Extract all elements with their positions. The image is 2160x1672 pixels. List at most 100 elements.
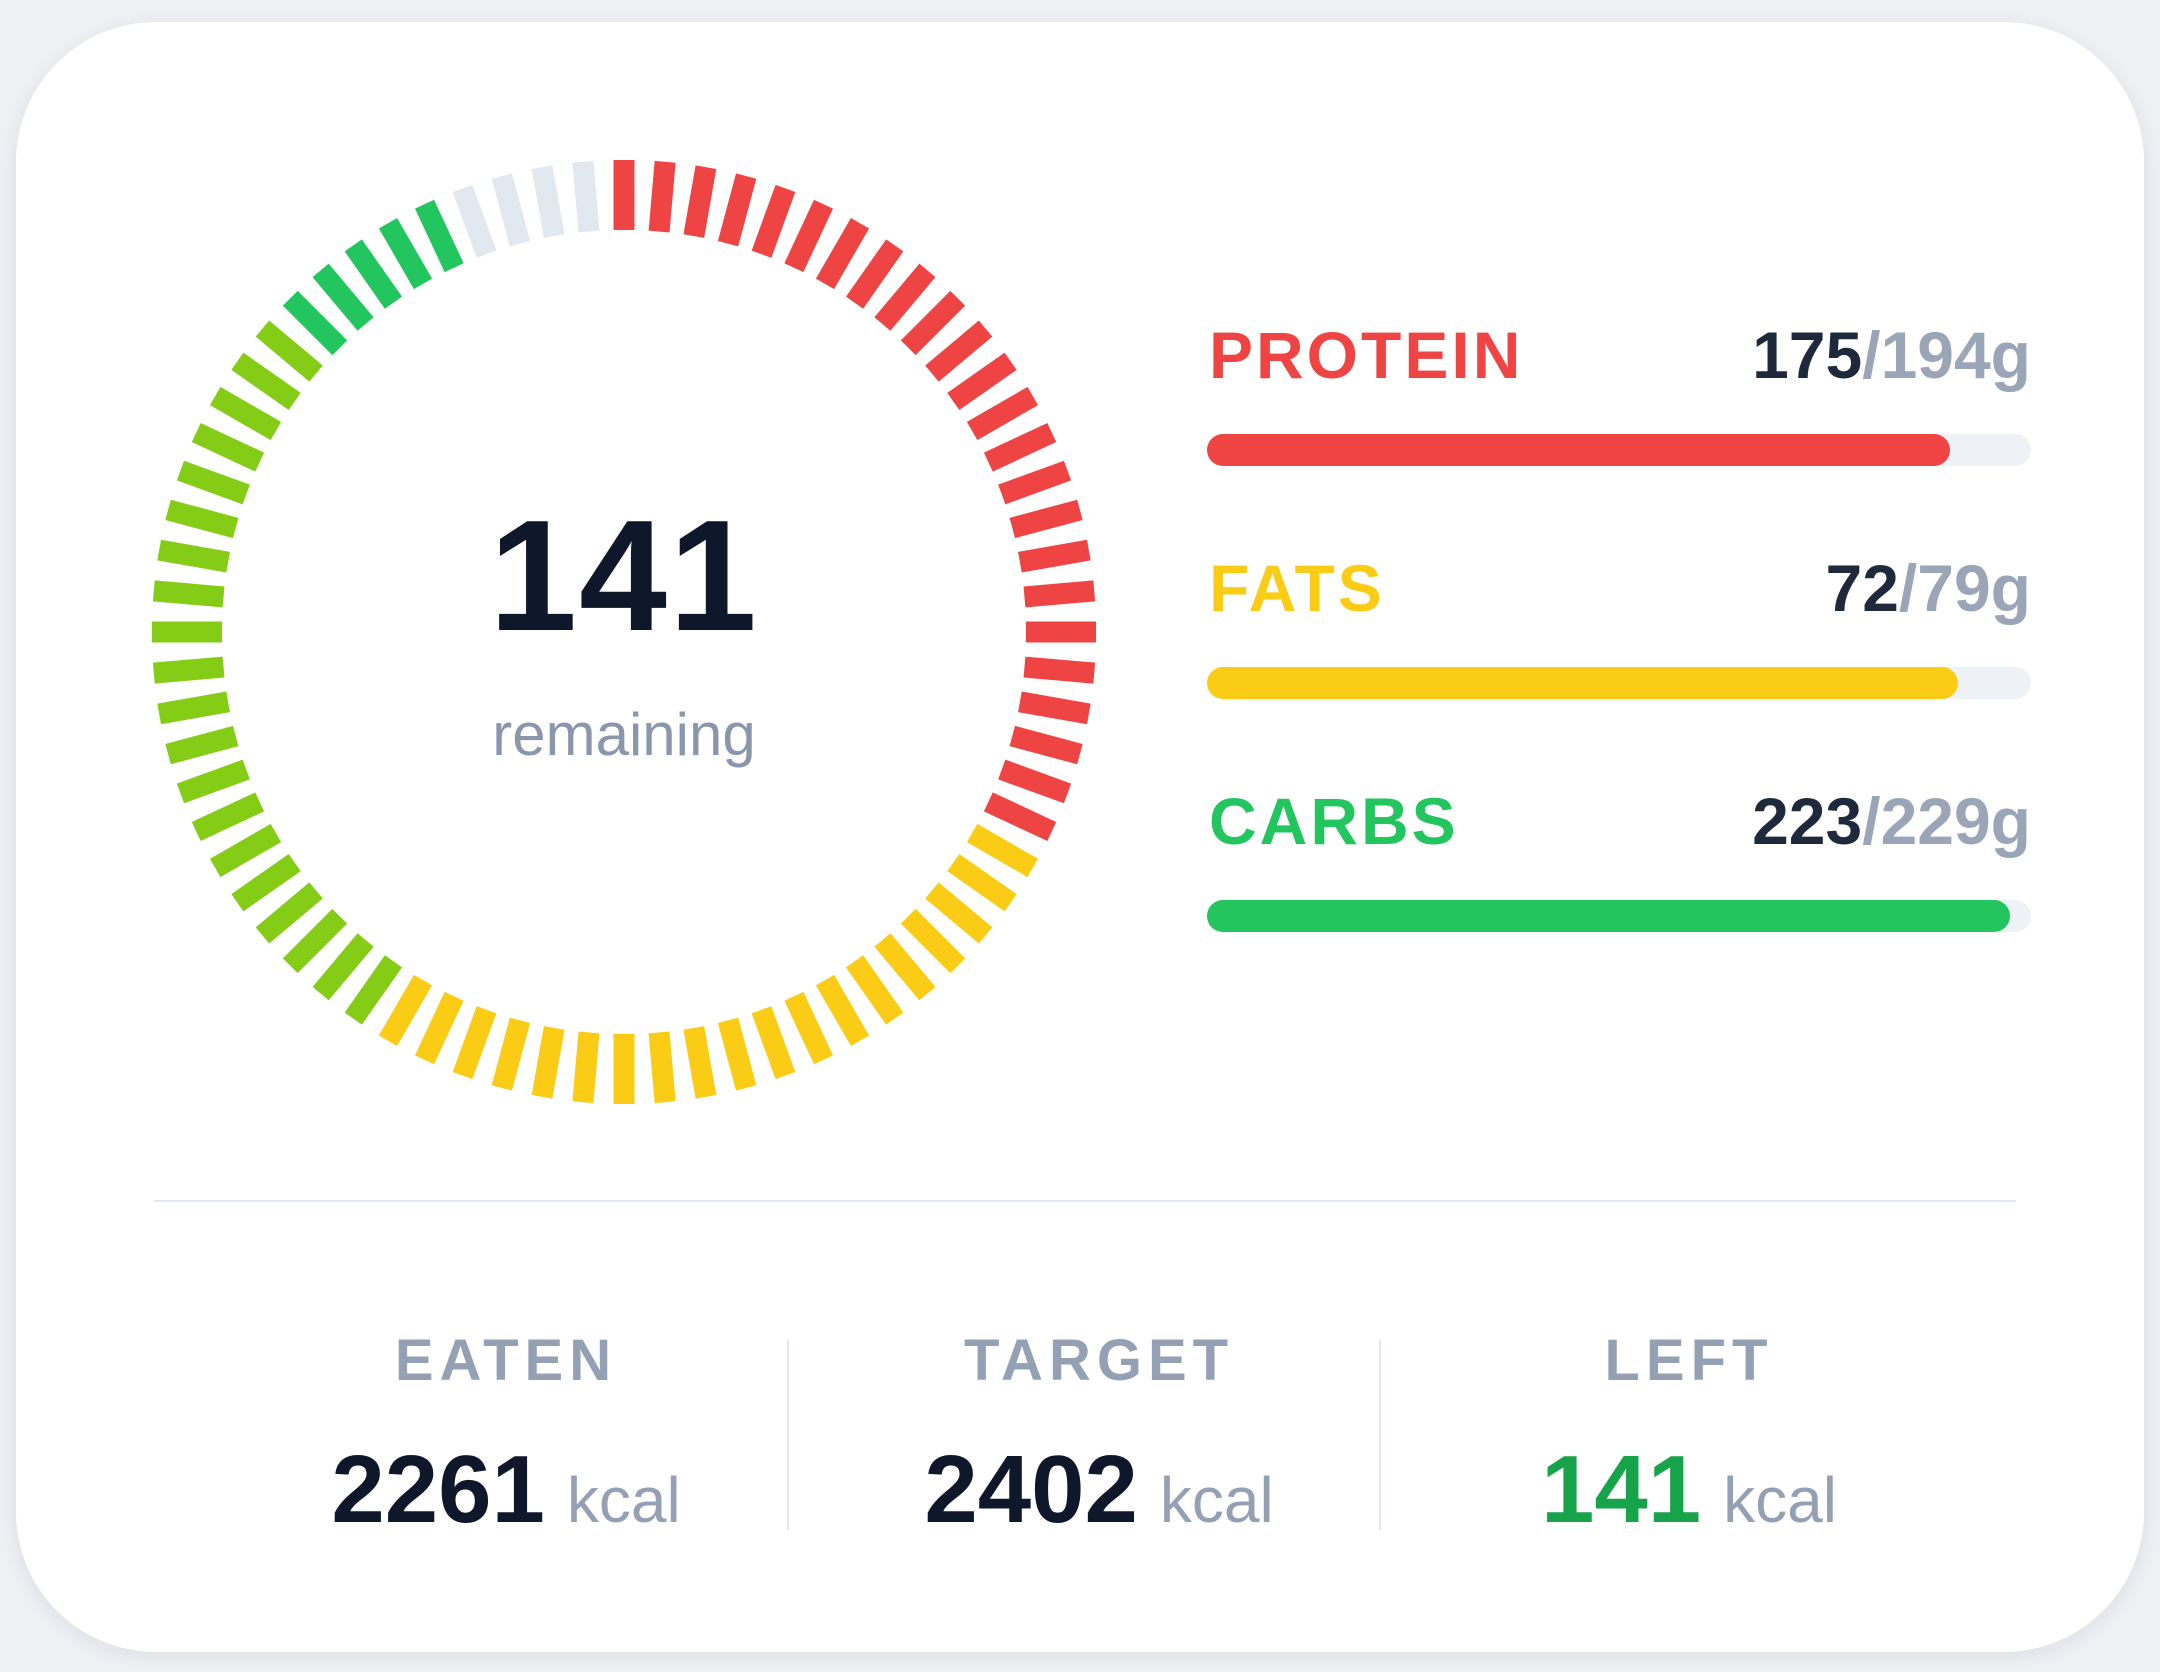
stat-target: TARGET 2402 kcal [804, 1322, 1394, 1542]
ring-segment [152, 656, 225, 684]
macro-protein-separator: / [1862, 318, 1881, 392]
stat-left-number: 141 [1541, 1436, 1702, 1543]
ring-segment [966, 823, 1039, 878]
macro-protein-total: 194g [1880, 318, 2031, 392]
ring-segment [415, 991, 464, 1065]
macro-protein-progress-fill [1207, 434, 1951, 466]
macro-list: PROTEIN 175/194g FATS 72/79g CARBS 223/2… [1193, 322, 2031, 1021]
stat-left: LEFT 141 kcal [1394, 1322, 1984, 1542]
macro-protein: PROTEIN 175/194g [1193, 322, 2031, 555]
ring-segment [282, 290, 348, 356]
ring-segment [815, 974, 870, 1047]
macro-fats: FATS 72/79g [1193, 555, 2031, 788]
ring-segment [378, 217, 433, 290]
ring-segment [255, 882, 323, 944]
ring-segment [648, 160, 676, 233]
macro-protein-amount: 175/194g [1752, 322, 2031, 388]
macro-protein-progress-track [1207, 434, 2031, 466]
ring-segment [784, 991, 833, 1065]
ring-segment [572, 160, 600, 233]
stat-divider-2 [1379, 1340, 1381, 1530]
macro-carbs: CARBS 223/229g [1193, 788, 2031, 1021]
macro-fats-name: FATS [1209, 551, 1385, 625]
ring-segment [491, 173, 531, 247]
ring-segment [998, 759, 1072, 804]
macro-fats-separator: / [1898, 551, 1918, 625]
stat-eaten-number: 2261 [331, 1436, 545, 1543]
macro-carbs-amount: 223/229g [1752, 788, 2031, 854]
stat-left-value: 141 kcal [1394, 1442, 1984, 1538]
calorie-stats: EATEN 2261 kcal TARGET 2402 kcal LEFT 141 k… [16, 1322, 2144, 1542]
ring-segment [344, 955, 403, 1025]
ring-segment [900, 908, 966, 974]
ring-segment [176, 460, 250, 505]
ring-segment [983, 792, 1057, 841]
ring-segment [717, 173, 757, 247]
macro-fats-amount: 72/79g [1826, 555, 2032, 621]
ring-segment [925, 320, 993, 382]
ring-segment [572, 1031, 600, 1104]
ring-segment [1009, 725, 1083, 765]
macro-carbs-eaten: 223 [1752, 784, 1863, 858]
macro-protein-name: PROTEIN [1209, 318, 1524, 392]
ring-segment [209, 386, 282, 441]
macro-fats-total: 79g [1917, 551, 2031, 625]
macro-carbs-name: CARBS [1209, 784, 1459, 858]
macro-fats-progress-fill [1207, 667, 1958, 699]
stat-left-label: LEFT [1604, 1328, 1774, 1393]
remaining-calories-value: 141 [489, 488, 759, 664]
stat-target-number: 2402 [924, 1436, 1138, 1543]
ring-segment [452, 1006, 497, 1080]
ring-segment [378, 974, 433, 1047]
macro-fats-eaten: 72 [1825, 551, 1899, 625]
ring-segment [191, 792, 265, 841]
ring-segment [255, 320, 323, 382]
ring-segment [209, 823, 282, 878]
ring-segment [751, 184, 796, 258]
calorie-ring-graphic [152, 160, 1096, 1104]
ring-segment [157, 539, 230, 573]
ring-segment [531, 1026, 565, 1099]
ring-segment [176, 759, 250, 804]
calorie-summary-card: 141 remaining PROTEIN 175/194g FATS 72/7… [16, 22, 2144, 1652]
remaining-calories-label: remaining [492, 701, 756, 768]
ring-segment [344, 239, 403, 309]
stat-target-value: 2402 kcal [804, 1442, 1394, 1538]
ring-segment [231, 853, 301, 912]
macro-carbs-separator: / [1862, 784, 1881, 858]
ring-segment [165, 725, 239, 765]
macro-carbs-progress-track [1207, 900, 2031, 932]
ring-segment [683, 1026, 717, 1099]
stat-left-unit: kcal [1723, 1464, 1837, 1536]
ring-segment [1009, 499, 1083, 539]
ring-segment [415, 199, 464, 273]
macro-carbs-total: 229g [1880, 784, 2031, 858]
ring-segment [491, 1017, 531, 1091]
ring-segment [452, 184, 497, 258]
ring-segment [531, 165, 565, 238]
stat-target-label: TARGET [963, 1328, 1235, 1393]
ring-segment [947, 853, 1017, 912]
ring-segment [998, 460, 1072, 505]
macro-fats-progress-track [1207, 667, 2031, 699]
ring-segment [874, 263, 936, 331]
ring-segment [717, 1017, 757, 1091]
ring-segment [845, 955, 904, 1025]
ring-segment [157, 691, 230, 725]
ring-segment [312, 933, 374, 1001]
ring-segment [152, 580, 225, 608]
stat-target-unit: kcal [1159, 1464, 1274, 1536]
macro-carbs-progress-fill [1207, 900, 2010, 932]
ring-segment [231, 352, 301, 411]
ring-segment [925, 882, 993, 944]
ring-segment [312, 263, 374, 331]
stat-eaten-value: 2261 kcal [211, 1442, 801, 1538]
ring-segment [947, 352, 1017, 411]
ring-segment [815, 217, 870, 290]
ring-segment [983, 423, 1057, 472]
ring-segment [282, 908, 348, 974]
ring-segment [683, 165, 717, 238]
calorie-ring: 141 remaining [144, 152, 1104, 1112]
ring-segment [1018, 691, 1091, 725]
macro-protein-eaten: 175 [1752, 318, 1863, 392]
